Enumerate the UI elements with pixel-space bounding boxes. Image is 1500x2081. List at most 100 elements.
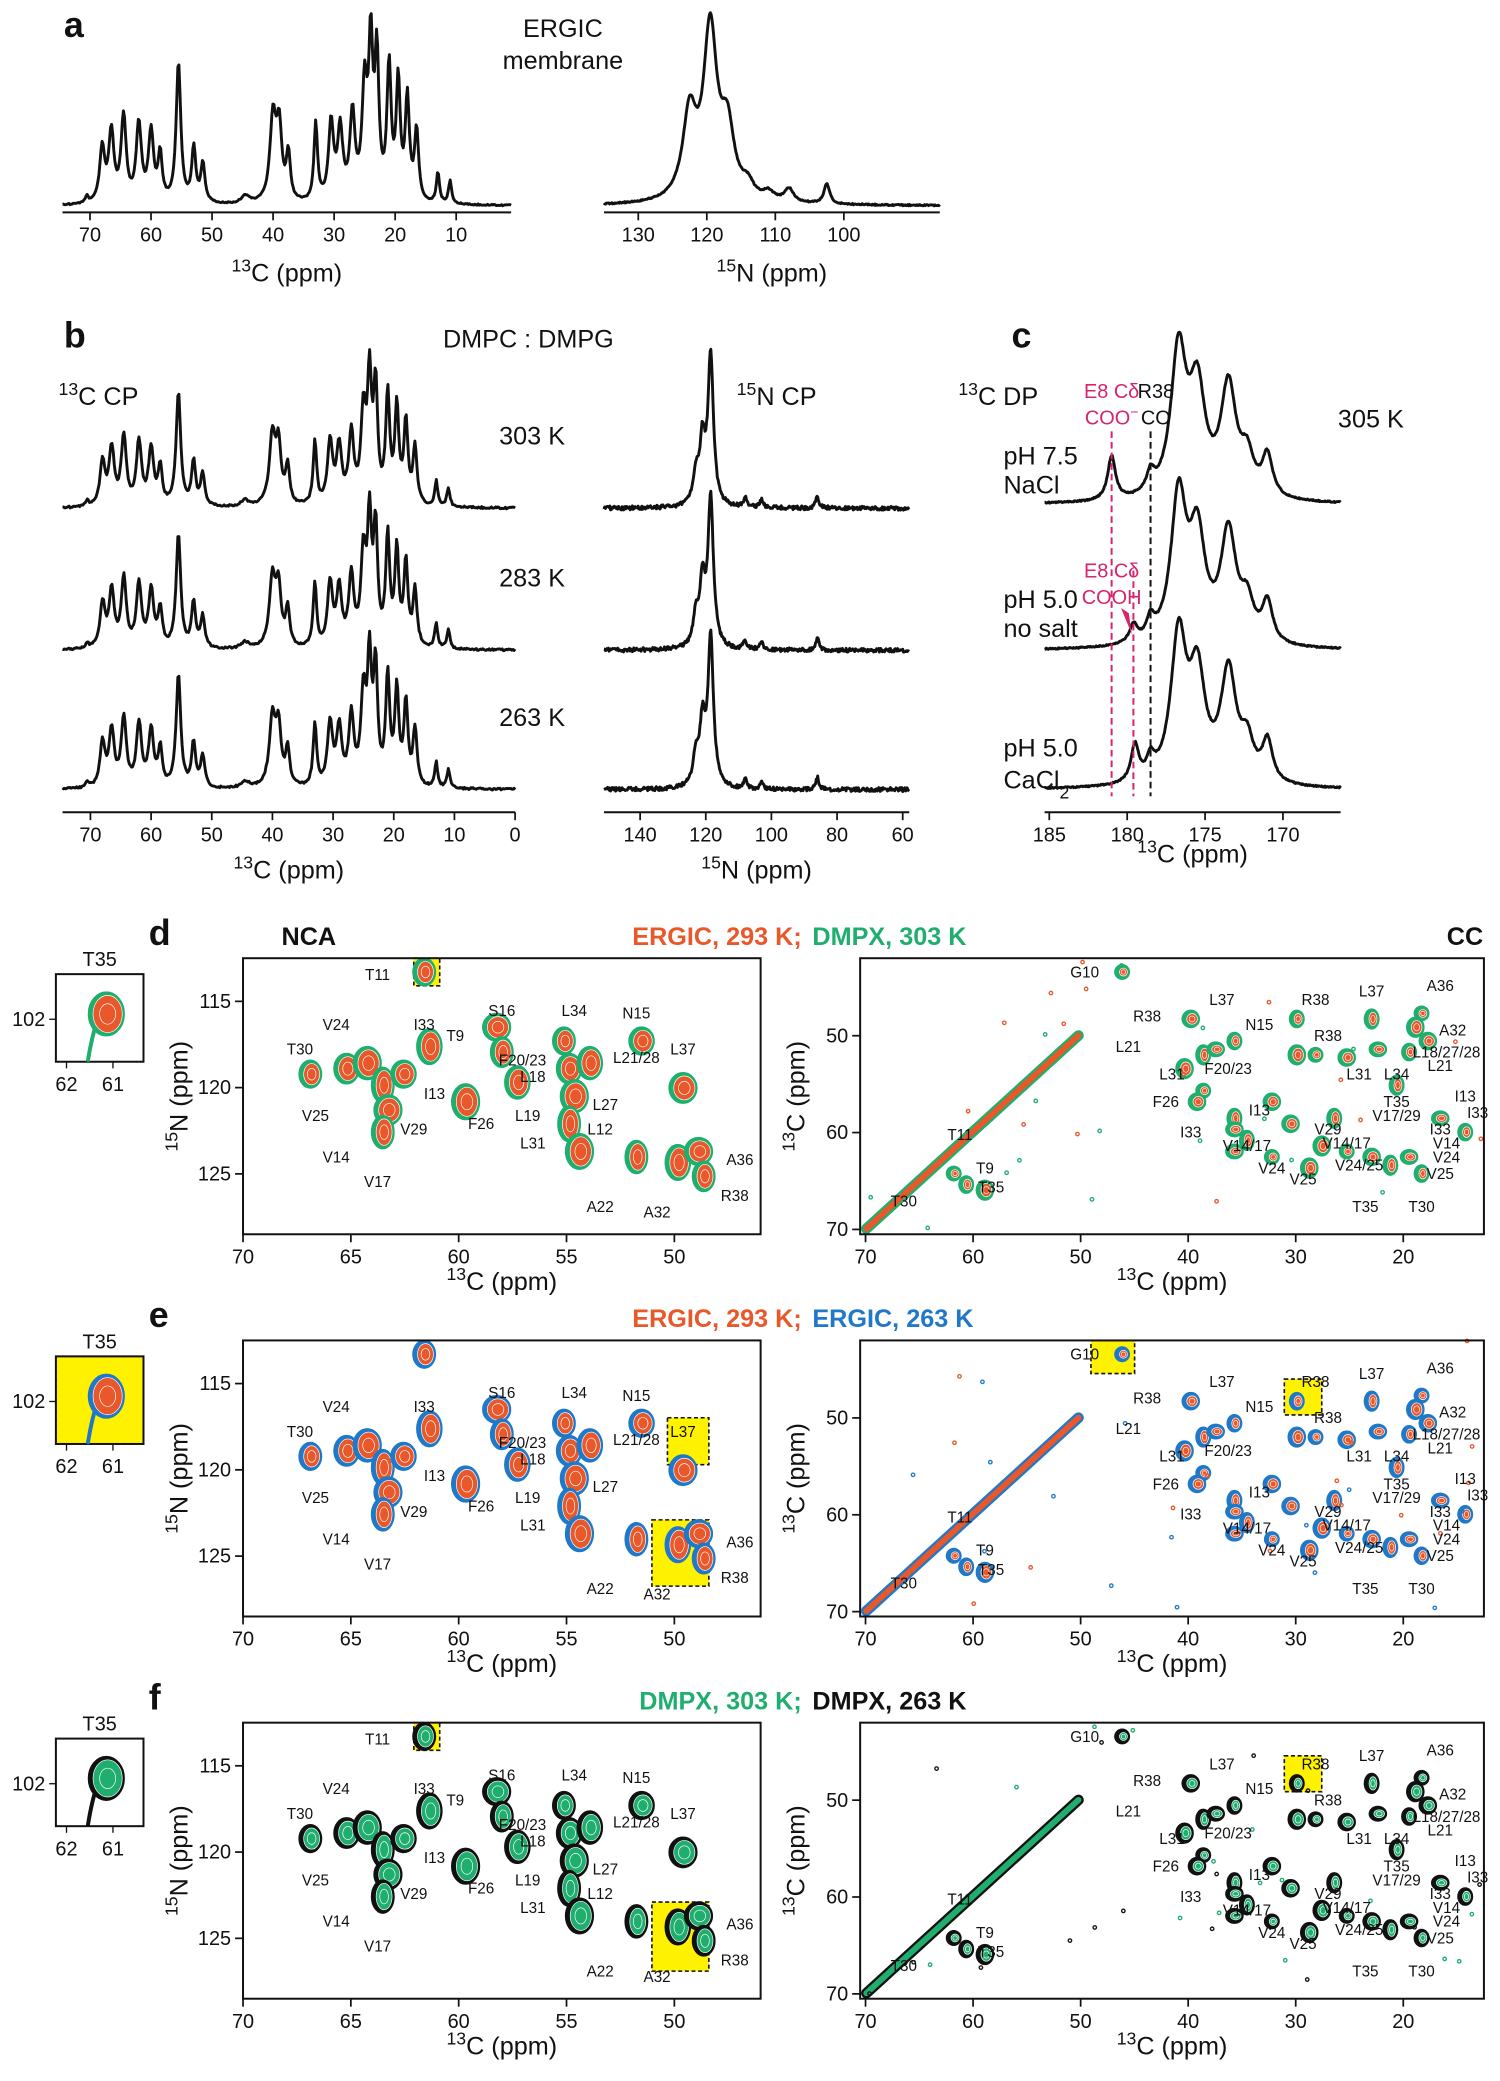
noise-contour — [868, 1194, 874, 1200]
text-part: COO — [1085, 408, 1130, 430]
contour — [395, 1827, 415, 1850]
peak-label: L12 — [587, 1886, 612, 1903]
contour — [99, 1767, 117, 1789]
subscript: 2 — [1060, 782, 1070, 802]
contour — [1393, 1078, 1403, 1093]
peak-label: R38 — [1302, 1756, 1330, 1773]
contour — [99, 1385, 117, 1407]
noise-contour — [1351, 1046, 1356, 1052]
contour — [379, 1459, 389, 1476]
y-tick-label: 50 — [826, 1408, 848, 1430]
contour — [569, 1470, 582, 1487]
peak-label: V17 — [364, 1556, 391, 1573]
contour — [1188, 1780, 1196, 1787]
peak-label: T35 — [1383, 1094, 1409, 1111]
x-tick-label: 30 — [1285, 1246, 1307, 1268]
contour — [1202, 1088, 1208, 1094]
peak-label: I33 — [414, 1017, 435, 1034]
peak-label: L21 — [1428, 1440, 1453, 1457]
noise-contour — [1453, 1039, 1458, 1045]
contour — [1420, 1170, 1426, 1177]
peak-label: R38 — [1133, 1391, 1161, 1408]
contour — [1211, 1809, 1223, 1819]
peak-label: I13 — [1455, 1853, 1476, 1870]
peak-label: T30 — [1408, 1963, 1434, 1980]
legend-entry: ERGIC, 293 K; — [632, 1305, 801, 1333]
contour — [1331, 1493, 1340, 1508]
peak-label: V14/17 — [1223, 1520, 1271, 1537]
contour — [1293, 1777, 1303, 1790]
x-tick-label: 30 — [323, 225, 345, 247]
contour — [1195, 1480, 1202, 1488]
contour — [1186, 1013, 1198, 1025]
contour — [1344, 1818, 1352, 1826]
peak-label: I13 — [424, 1468, 445, 1485]
peak-label: L18 — [520, 1069, 545, 1086]
contour — [383, 1485, 396, 1500]
noise-contour — [1469, 1911, 1475, 1917]
contour — [565, 1497, 576, 1515]
contour — [1180, 1826, 1192, 1841]
noise-contour — [867, 1991, 872, 1997]
contour — [1389, 1161, 1395, 1170]
contour — [569, 1518, 592, 1549]
noise-contour — [1412, 1924, 1417, 1930]
x-tick-label: 50 — [1070, 1246, 1092, 1268]
contour — [1420, 1775, 1426, 1781]
peak-label: T35 — [1383, 1476, 1409, 1493]
contour — [696, 1164, 714, 1189]
contour — [513, 1839, 525, 1855]
peak-label: V14 — [323, 1914, 351, 1931]
x-tick-label: 70 — [232, 1629, 254, 1651]
x-tick-label: 50 — [201, 824, 223, 846]
contour — [1395, 1845, 1401, 1854]
peak-label: I33 — [1430, 1886, 1451, 1903]
contour — [1435, 1496, 1448, 1505]
y-tick-label: 60 — [826, 1122, 848, 1144]
contour — [1200, 1468, 1209, 1478]
spectrum — [602, 347, 911, 512]
text-part: N (ppm) — [736, 259, 827, 287]
noise-contour — [1048, 990, 1054, 996]
annotation: CO — [1141, 408, 1171, 430]
peak-label: T35 — [978, 1944, 1004, 1961]
noise-contour — [1181, 1072, 1186, 1077]
contour — [513, 1074, 525, 1091]
contour — [1407, 1154, 1414, 1160]
contour — [362, 1819, 375, 1836]
x-tick-label: 170 — [1266, 824, 1299, 846]
contour — [1404, 1917, 1417, 1926]
contour — [1202, 1433, 1208, 1442]
y-tick-label: 60 — [826, 1504, 848, 1526]
text-part: CaCl — [1003, 766, 1059, 794]
contour — [1435, 1878, 1448, 1888]
x-tick-label: 40 — [261, 824, 283, 846]
peak-label: S16 — [488, 1003, 515, 1020]
y-tick-label: 120 — [198, 1842, 231, 1864]
x-tick-label: 30 — [322, 824, 344, 846]
x-tick-label: 20 — [1392, 2011, 1414, 2033]
supscript: 15 — [161, 1896, 181, 1916]
contour — [1245, 1136, 1251, 1145]
contour — [1230, 1529, 1242, 1538]
peak-label: V25 — [1289, 1936, 1316, 1953]
y-tick-label: 120 — [198, 1077, 231, 1099]
contour — [1182, 1446, 1190, 1455]
peak-label: I33 — [414, 1781, 435, 1798]
contour — [1406, 1810, 1415, 1823]
peak-label: A22 — [587, 1581, 614, 1598]
contour — [1213, 1429, 1221, 1435]
contour — [395, 1445, 415, 1468]
peak-label: T30 — [287, 1042, 313, 1059]
supscript: 13 — [1137, 837, 1157, 857]
plot-frame — [242, 1339, 762, 1618]
contour — [980, 1947, 992, 1962]
contour — [1425, 1037, 1433, 1045]
text-part: C (ppm) — [1136, 2032, 1227, 2060]
noise-contour — [1083, 986, 1089, 992]
peak-label: L37 — [1209, 1374, 1234, 1391]
peak-label: I33 — [1467, 1870, 1488, 1887]
peak-label: L37 — [670, 1424, 695, 1441]
peak-label: V29 — [1314, 1504, 1341, 1521]
